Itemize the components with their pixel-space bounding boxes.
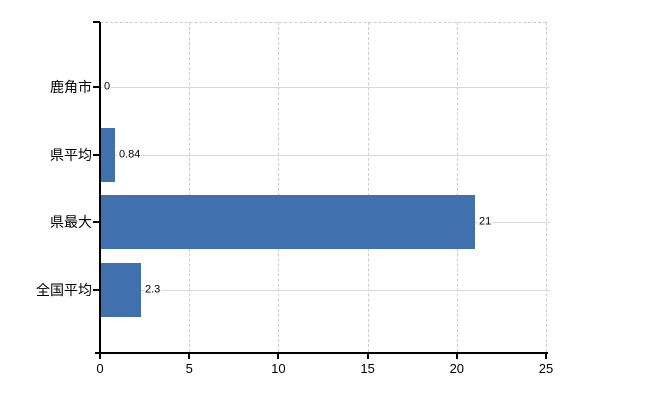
y-axis-line (99, 22, 101, 354)
bar-value-label: 0.84 (118, 148, 142, 161)
y-axis-top-tick (93, 21, 100, 23)
gridline-vertical (546, 22, 547, 352)
bar-value-label: 2.3 (144, 283, 162, 296)
gridline-horizontal (100, 87, 550, 88)
bar (100, 195, 475, 249)
bar-value-label: 21 (478, 215, 493, 229)
bar-value-label: 0 (103, 80, 112, 94)
y-axis-tick (93, 221, 100, 223)
x-axis-tick (277, 354, 280, 359)
x-axis-tick (188, 354, 191, 359)
gridline-vertical (189, 22, 191, 352)
x-tick-label: 10 (271, 361, 286, 376)
x-tick-label: 20 (449, 361, 465, 376)
category-label: 全国平均 (36, 281, 92, 298)
x-axis-tick (455, 354, 458, 359)
category-label: 鹿角市 (50, 79, 92, 95)
gridline-horizontal (100, 289, 550, 291)
bar (100, 262, 141, 317)
y-axis-tick (93, 153, 100, 156)
y-axis-tick (93, 86, 100, 88)
x-axis-tick (366, 354, 369, 359)
gridline-vertical (456, 22, 458, 352)
gridline-vertical (367, 22, 369, 352)
x-tick-label: 15 (360, 361, 375, 376)
category-label: 県平均 (50, 146, 92, 163)
bar (100, 127, 115, 182)
category-label: 県最大 (50, 214, 92, 230)
gridline-vertical (278, 22, 280, 352)
gridline-horizontal (100, 154, 550, 156)
x-tick-label: 5 (185, 361, 193, 376)
plot-top-border (100, 22, 546, 23)
x-tick-label: 0 (96, 361, 104, 376)
x-axis-tick (545, 354, 547, 359)
x-axis-line (95, 352, 548, 354)
y-axis-tick (93, 288, 100, 291)
x-axis-tick (99, 354, 101, 359)
x-tick-label: 25 (538, 361, 554, 376)
